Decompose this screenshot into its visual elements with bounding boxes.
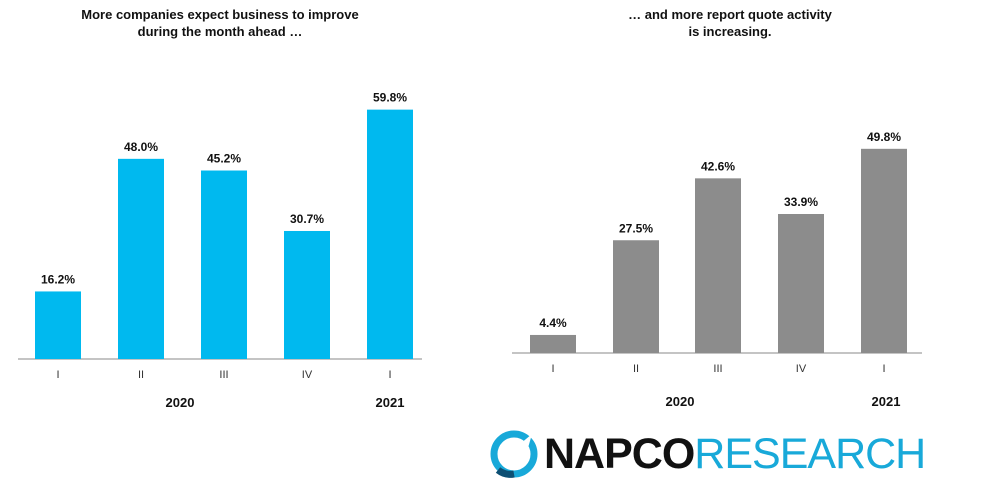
left-data-label: 45.2% [207, 152, 241, 166]
left-tick-label: IV [302, 369, 313, 381]
left-data-label: 30.7% [290, 212, 324, 226]
right-chart-title: … and more report quote activity is incr… [628, 7, 832, 39]
left-year-label: 2020 [166, 395, 195, 410]
logo-research-text: RESEARCH [694, 430, 926, 478]
right-bar [695, 178, 741, 353]
left-tick-label: I [56, 369, 59, 381]
left-bar [284, 230, 330, 359]
right-data-label: 27.5% [619, 221, 653, 235]
left-data-label: 16.2% [41, 272, 75, 286]
right-bar [530, 334, 576, 353]
right-data-label: 49.8% [867, 130, 901, 144]
left-chart-title: More companies expect business to improv… [81, 7, 359, 39]
right-bar [778, 214, 824, 353]
right-bar [861, 148, 907, 353]
left-bar [35, 291, 81, 359]
left-data-label: 59.8% [373, 91, 407, 105]
napco-research-logo: NAPCORESEARCH [490, 428, 990, 480]
right-year-label: 2020 [666, 394, 695, 409]
right-tick-label: II [633, 363, 639, 375]
left-data-label: 48.0% [124, 140, 158, 154]
right-tick-label: IV [796, 363, 807, 375]
left-bar [201, 170, 247, 359]
napco-circle-logo-icon [490, 430, 538, 478]
right-bar [613, 240, 659, 353]
right-tick-label: III [713, 363, 722, 375]
right-tick-label: I [882, 363, 885, 375]
right-tick-label: I [551, 363, 554, 375]
left-tick-label: II [138, 369, 144, 381]
right-data-label: 42.6% [701, 159, 735, 173]
right-data-label: 4.4% [539, 316, 567, 330]
left-bar [118, 158, 164, 359]
left-year-label: 2021 [376, 395, 405, 410]
logo-napco-text: NAPCO [544, 430, 695, 478]
right-year-label: 2021 [872, 394, 901, 409]
left-tick-label: I [388, 369, 391, 381]
right-data-label: 33.9% [784, 195, 818, 209]
left-tick-label: III [219, 369, 228, 381]
left-bar [367, 109, 413, 359]
